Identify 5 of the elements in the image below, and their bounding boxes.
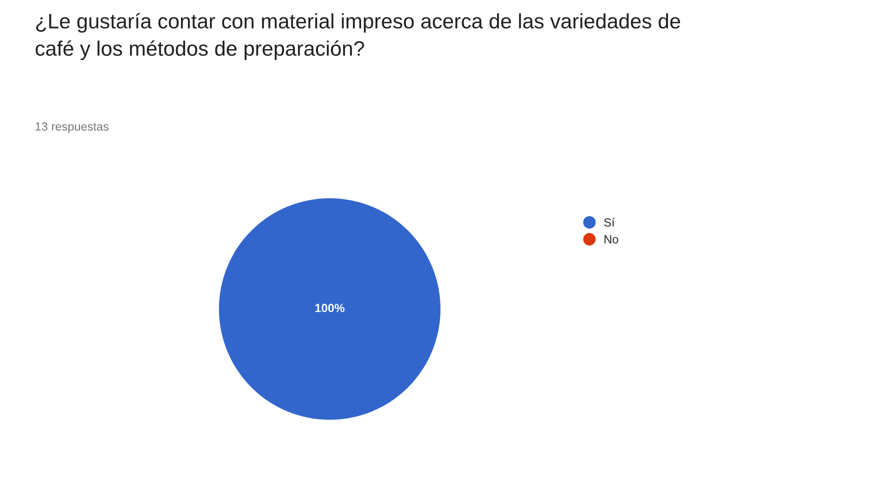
legend-label: Sí — [604, 218, 615, 227]
chart-title: ¿Le gustaría contar con material impreso acerca de las variedades de café y los métodos de preparación? — [36, 13, 680, 60]
text: 13 respuestas — [36, 122, 109, 134]
data-label: 100% — [315, 304, 345, 312]
legend-label: No — [604, 235, 618, 244]
